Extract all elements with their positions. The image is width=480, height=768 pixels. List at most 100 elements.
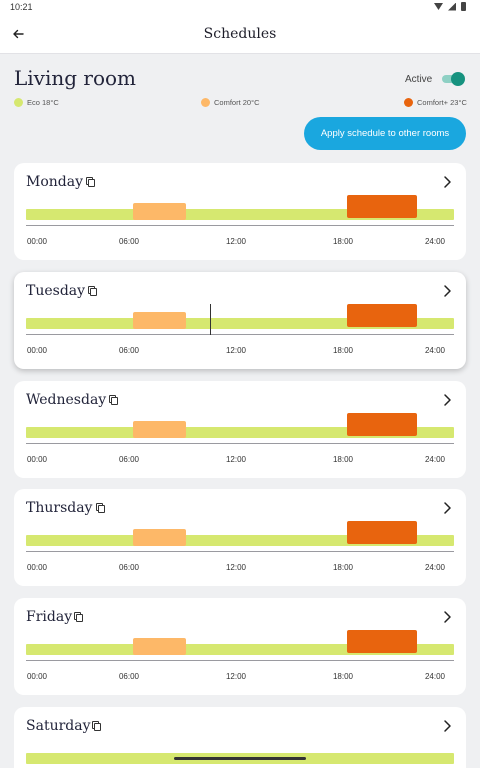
day-name: Friday <box>26 609 73 625</box>
tick-label: 24:00 <box>424 563 446 572</box>
legend-comfort-label: Comfort 20°C <box>214 98 260 107</box>
legend-eco: Eco 18°C <box>14 98 59 107</box>
room-title: Living room <box>14 66 137 90</box>
chevron-right-icon[interactable] <box>440 501 454 515</box>
legend-comfort: Comfort 20°C <box>201 98 260 107</box>
active-toggle[interactable] <box>442 72 465 86</box>
wifi-icon <box>434 3 443 10</box>
tick-label: 06:00 <box>118 237 140 246</box>
signal-icon <box>448 2 456 11</box>
status-time: 10:21 <box>10 2 33 12</box>
back-button[interactable] <box>6 22 30 46</box>
tick-label: 18:00 <box>332 563 354 572</box>
tick-label: 12:00 <box>225 237 247 246</box>
tick-label: 06:00 <box>118 672 140 681</box>
axis-line <box>26 551 454 552</box>
tick-label: 12:00 <box>225 563 247 572</box>
day-card-wednesday[interactable]: Wednesday 00:00 06:00 12:00 18:00 24:00 <box>14 381 466 478</box>
tick-label: 12:00 <box>225 672 247 681</box>
tick-label: 24:00 <box>424 455 446 464</box>
battery-icon <box>461 2 466 11</box>
tick-label: 12:00 <box>225 455 247 464</box>
tick-label: 00:00 <box>26 346 48 355</box>
status-bar: 10:21 <box>0 0 480 14</box>
eco-period <box>26 318 454 329</box>
copy-icon[interactable] <box>109 395 118 405</box>
comfort-plus-period <box>347 630 417 653</box>
day-card-tuesday[interactable]: Tuesday 00:00 06:00 12:00 18:00 24:00 <box>14 272 466 369</box>
day-card-friday[interactable]: Friday 00:00 06:00 12:00 18:00 24:00 <box>14 598 466 695</box>
tick-label: 18:00 <box>332 237 354 246</box>
schedule-timeline[interactable] <box>26 302 454 335</box>
day-name: Tuesday <box>26 283 86 299</box>
arrow-left-icon <box>13 29 24 39</box>
chevron-right-icon[interactable] <box>440 175 454 189</box>
schedule-timeline[interactable] <box>26 628 454 661</box>
comfort-period <box>133 638 186 655</box>
schedule-timeline[interactable] <box>26 519 454 552</box>
schedule-timeline[interactable] <box>26 411 454 444</box>
copy-icon[interactable] <box>74 612 83 622</box>
eco-period <box>26 535 454 546</box>
tick-label: 18:00 <box>332 455 354 464</box>
tick-label: 06:00 <box>118 346 140 355</box>
tick-label: 06:00 <box>118 563 140 572</box>
axis-line <box>26 443 454 444</box>
legend-comfortplus-dot <box>404 98 413 107</box>
tick-label: 18:00 <box>332 672 354 681</box>
copy-icon[interactable] <box>88 286 97 296</box>
chevron-right-icon[interactable] <box>440 719 454 733</box>
day-name: Saturday <box>26 718 91 734</box>
tick-label: 00:00 <box>26 237 48 246</box>
tick-label: 00:00 <box>26 455 48 464</box>
comfort-period <box>133 421 186 438</box>
chevron-right-icon[interactable] <box>440 284 454 298</box>
tick-label: 24:00 <box>424 672 446 681</box>
day-card-monday[interactable]: Monday 00:00 06:00 12:00 18:00 24:00 <box>14 163 466 260</box>
comfort-plus-period <box>347 195 417 218</box>
tick-label: 00:00 <box>26 563 48 572</box>
legend-comfortplus: Comfort+ 23°C <box>404 98 467 107</box>
app-bar: Schedules <box>0 14 480 54</box>
copy-icon[interactable] <box>96 503 105 513</box>
active-label: Active <box>405 74 433 85</box>
comfort-period <box>133 529 186 546</box>
status-icons <box>434 2 466 11</box>
tick-label: 00:00 <box>26 672 48 681</box>
tick-label: 06:00 <box>118 455 140 464</box>
comfort-plus-period <box>347 521 417 544</box>
day-name: Wednesday <box>26 392 107 408</box>
legend-eco-dot <box>14 98 23 107</box>
comfort-plus-period <box>347 304 417 327</box>
tick-label: 24:00 <box>424 346 446 355</box>
legend-eco-label: Eco 18°C <box>27 98 59 107</box>
comfort-period <box>133 312 186 329</box>
axis-line <box>26 225 454 226</box>
day-card-thursday[interactable]: Thursday 00:00 06:00 12:00 18:00 24:00 <box>14 489 466 586</box>
eco-period <box>26 644 454 655</box>
copy-icon[interactable] <box>86 177 95 187</box>
day-name: Monday <box>26 174 83 190</box>
legend-comfortplus-label: Comfort+ 23°C <box>417 98 467 107</box>
legend-comfort-dot <box>201 98 210 107</box>
home-indicator <box>174 757 306 760</box>
schedule-timeline[interactable] <box>26 193 454 226</box>
apply-schedule-button[interactable]: Apply schedule to other rooms <box>304 117 466 150</box>
eco-period <box>26 427 454 438</box>
chevron-right-icon[interactable] <box>440 393 454 407</box>
chevron-right-icon[interactable] <box>440 610 454 624</box>
tick-label: 24:00 <box>424 237 446 246</box>
day-name: Thursday <box>26 500 93 516</box>
axis-line <box>26 660 454 661</box>
time-cursor[interactable] <box>210 304 211 335</box>
axis-line <box>26 334 454 335</box>
comfort-plus-period <box>347 413 417 436</box>
copy-icon[interactable] <box>92 721 101 731</box>
toggle-thumb <box>451 72 465 86</box>
tick-label: 12:00 <box>225 346 247 355</box>
page-title: Schedules <box>203 26 277 42</box>
schedule-timeline[interactable] <box>26 737 454 768</box>
comfort-period <box>133 203 186 220</box>
eco-period <box>26 209 454 220</box>
tick-label: 18:00 <box>332 346 354 355</box>
